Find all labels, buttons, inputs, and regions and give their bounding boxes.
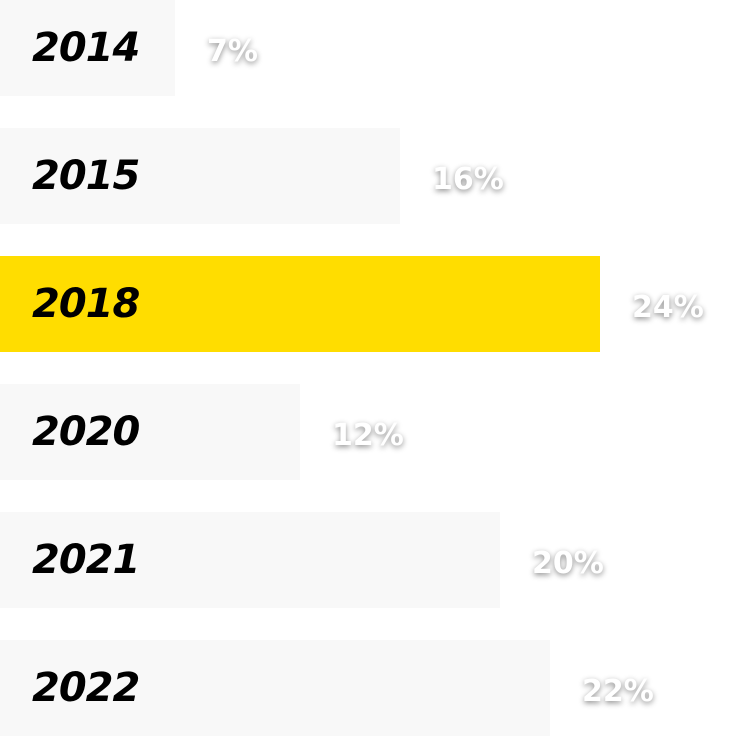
category-label: 2020 xyxy=(32,409,140,455)
bar xyxy=(0,0,175,96)
category-label: 2021 xyxy=(32,537,140,583)
value-label: 20% xyxy=(532,546,604,581)
value-label: 22% xyxy=(582,674,654,709)
value-label: 24% xyxy=(632,290,704,325)
category-label: 2022 xyxy=(32,665,140,711)
category-label: 2014 xyxy=(32,25,140,71)
bar xyxy=(0,384,300,480)
bar xyxy=(0,128,400,224)
bar xyxy=(0,512,500,608)
value-label: 7% xyxy=(207,34,258,69)
category-label: 2018 xyxy=(32,281,140,327)
value-label: 16% xyxy=(432,162,504,197)
bar xyxy=(0,640,550,736)
category-label: 2015 xyxy=(32,153,140,199)
bar xyxy=(0,256,600,352)
value-label: 12% xyxy=(332,418,404,453)
